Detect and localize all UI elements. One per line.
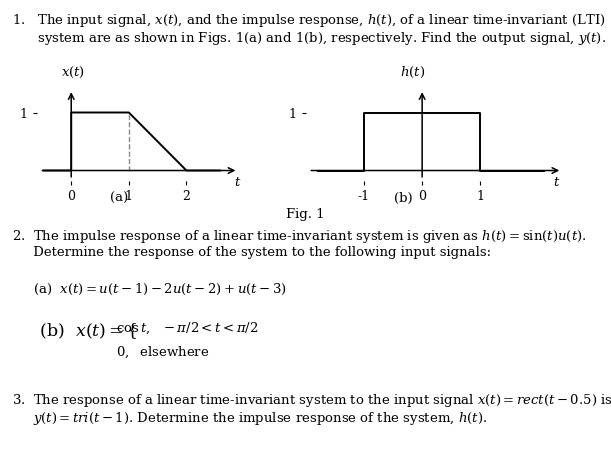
Text: (a)  $x(t) = u(t-1) - 2u(t-2) + u(t-3)$: (a) $x(t) = u(t-1) - 2u(t-2) + u(t-3)$	[12, 282, 287, 297]
Text: $x(t)$: $x(t)$	[61, 65, 85, 80]
Text: $\mathrm{cos}\, t,\ \ -\pi/2 < t < \pi/2$: $\mathrm{cos}\, t,\ \ -\pi/2 < t < \pi/2…	[116, 321, 258, 337]
Text: $t$: $t$	[233, 176, 241, 189]
Text: Determine the response of the system to the following input signals:: Determine the response of the system to …	[12, 246, 491, 259]
Text: (b): (b)	[394, 192, 412, 205]
Text: 2.  The impulse response of a linear time-invariant system is given as $h(t) = \: 2. The impulse response of a linear time…	[12, 228, 587, 245]
Text: $h(t)$: $h(t)$	[400, 65, 426, 80]
Text: Fig. 1: Fig. 1	[286, 208, 325, 221]
Text: (b)  $x(t) = \{$: (b) $x(t) = \{$	[12, 321, 138, 341]
Text: $0,\ \ \mathrm{elsewhere}$: $0,\ \ \mathrm{elsewhere}$	[116, 344, 210, 360]
Text: $t$: $t$	[554, 176, 561, 189]
Text: $y(t) = tri(t-1)$. Determine the impulse response of the system, $h(t)$.: $y(t) = tri(t-1)$. Determine the impulse…	[12, 410, 488, 427]
Text: 1.   The input signal, $x(t)$, and the impulse response, $h(t)$, of a linear tim: 1. The input signal, $x(t)$, and the imp…	[12, 12, 606, 29]
Text: (a): (a)	[110, 192, 128, 205]
Text: system are as shown in Figs. 1(a) and 1(b), respectively. Find the output signal: system are as shown in Figs. 1(a) and 1(…	[12, 30, 606, 47]
Text: 3.  The response of a linear time-invariant system to the input signal $x(t) = r: 3. The response of a linear time-invaria…	[12, 392, 611, 409]
